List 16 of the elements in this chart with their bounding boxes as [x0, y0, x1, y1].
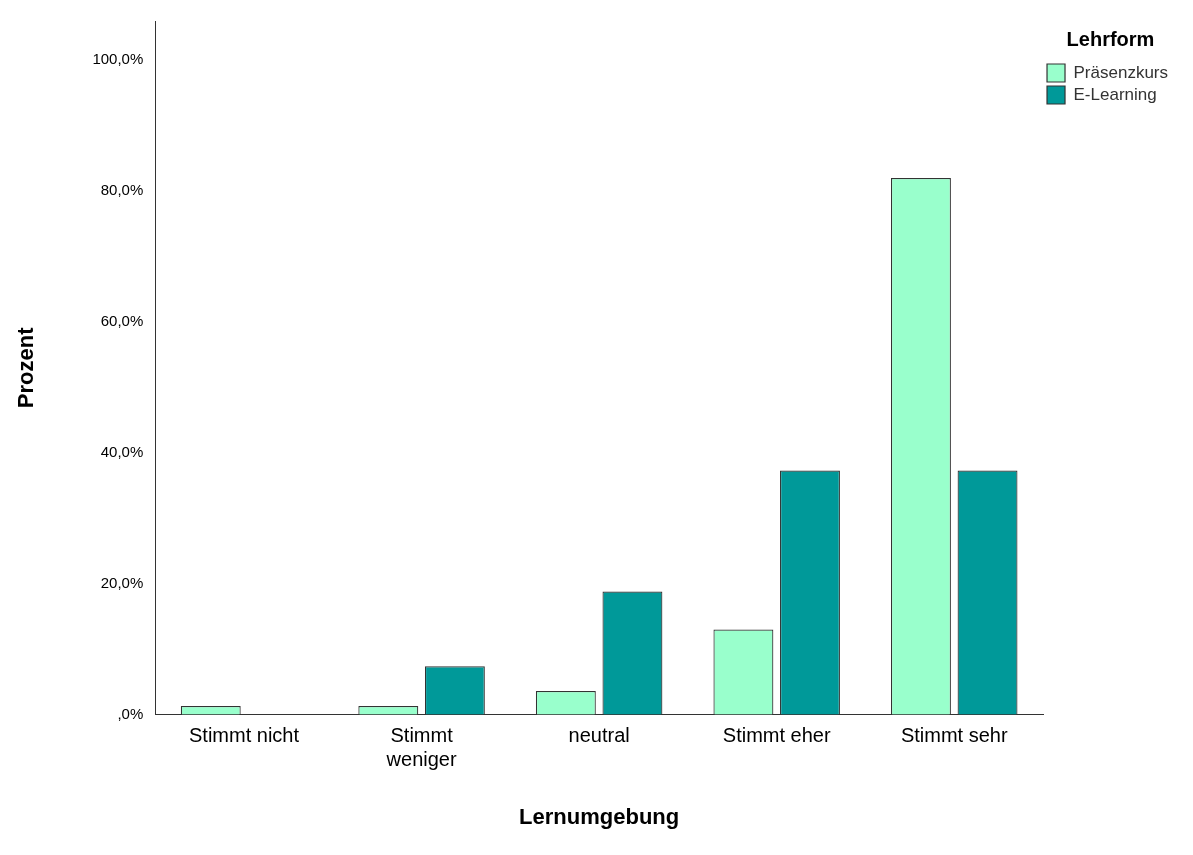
x-axis-title: Lernumgebung [519, 803, 680, 829]
legend-label: E-Learning [1073, 84, 1157, 104]
y-tick-label: 40,0% [100, 443, 144, 460]
x-tick-label: neutral [568, 724, 630, 747]
legend-label: Präsenzkurs [1073, 62, 1168, 82]
legend-title: Lehrform [1066, 27, 1155, 50]
x-tick-label: Stimmt nicht [189, 724, 300, 747]
y-tick-label: ,0% [117, 704, 144, 722]
y-tick-label: 20,0% [100, 573, 144, 591]
x-tick-label: Stimmt eher [722, 724, 831, 747]
y-axis-title: Prozent [13, 326, 39, 409]
x-tick-label: Stimmt weniger [385, 724, 457, 771]
y-tick-label: 100,0% [92, 50, 144, 68]
y-tick-label: 80,0% [100, 181, 144, 199]
x-tick-label: Stimmt sehr [900, 724, 1008, 747]
y-tick-label: 60,0% [100, 312, 144, 330]
